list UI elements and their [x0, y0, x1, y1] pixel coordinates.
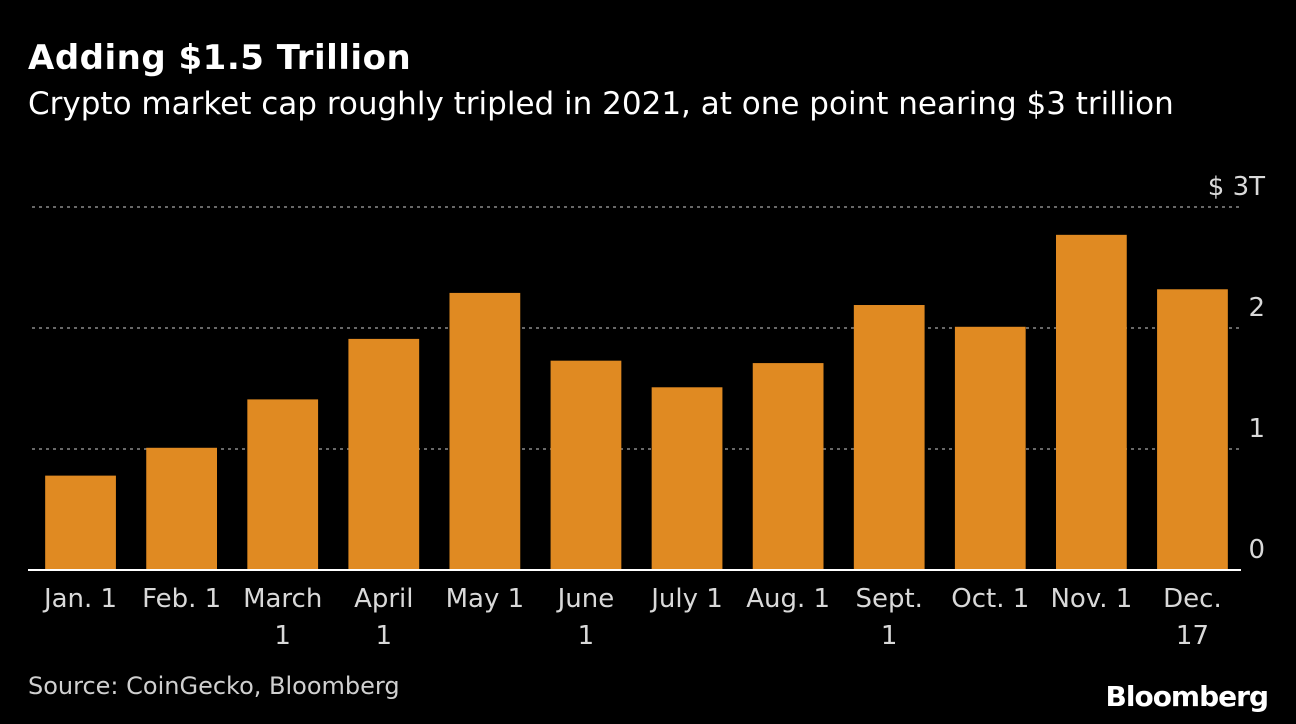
- x-tick-label: Feb. 1: [142, 584, 221, 614]
- x-tick-label: 1: [274, 621, 291, 651]
- bar: [348, 338, 420, 570]
- y-tick-label: 2: [1248, 293, 1265, 323]
- bar: [651, 387, 723, 570]
- x-tick-label: March: [243, 584, 322, 614]
- bar: [550, 360, 622, 570]
- bar: [146, 447, 218, 570]
- x-tick-label: Sept.: [855, 584, 922, 614]
- bar: [449, 292, 521, 570]
- y-tick-label: 0: [1248, 535, 1265, 565]
- chart-title: Adding $1.5 Trillion: [28, 38, 412, 78]
- x-tick-label: 1: [881, 621, 898, 651]
- x-tick-label: June: [556, 584, 615, 614]
- bloomberg-logo: Bloomberg: [1105, 680, 1269, 713]
- x-tick-label: May 1: [446, 584, 525, 614]
- x-tick-label: 17: [1176, 621, 1209, 651]
- x-tick-label: April: [354, 584, 413, 614]
- bar: [1055, 234, 1127, 570]
- x-tick-label: 1: [578, 621, 595, 651]
- y-tick-label: $ 3T: [1208, 172, 1265, 202]
- x-tick-label: Aug. 1: [746, 584, 830, 614]
- x-tick-label: Oct. 1: [951, 584, 1029, 614]
- x-tick-label: 1: [376, 621, 393, 651]
- bar: [45, 475, 116, 570]
- bar: [954, 326, 1026, 570]
- source-note: Source: CoinGecko, Bloomberg: [28, 672, 400, 700]
- x-tick-label: Nov. 1: [1050, 584, 1132, 614]
- bar: [1157, 289, 1228, 570]
- bar: [853, 305, 925, 570]
- y-tick-label: 1: [1248, 414, 1265, 444]
- bar: [752, 363, 824, 570]
- chart-subtitle: Crypto market cap roughly tripled in 202…: [28, 86, 1174, 122]
- x-tick-label: Dec.: [1163, 584, 1222, 614]
- x-tick-label: July 1: [649, 584, 723, 614]
- bar: [247, 399, 319, 570]
- x-tick-label: Jan. 1: [42, 584, 117, 614]
